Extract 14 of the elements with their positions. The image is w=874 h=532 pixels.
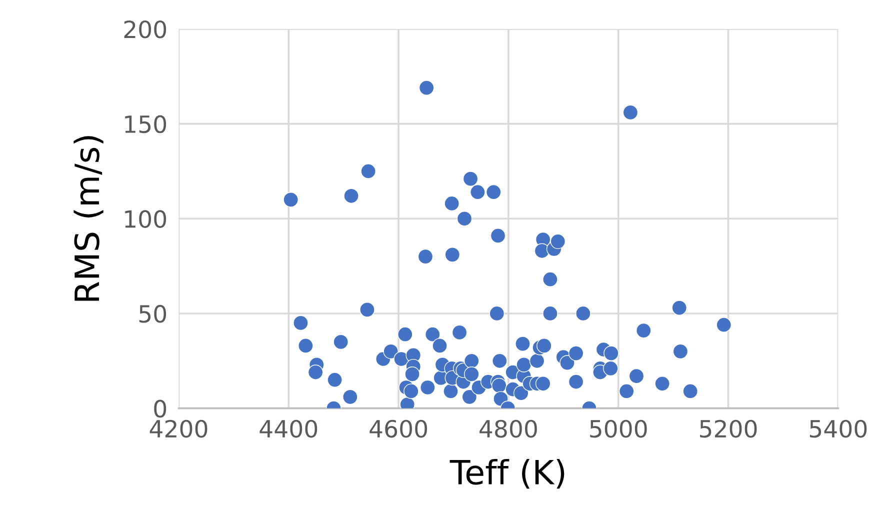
x-tick-label: 5000	[590, 420, 647, 438]
y-tick-label: 150	[125, 115, 166, 134]
x-tick-label: 4400	[260, 420, 318, 438]
x-axis-title: Teff (K)	[450, 458, 564, 489]
y-tick-label: 0	[154, 400, 166, 418]
x-tick-label: 4200	[150, 420, 208, 438]
y-tick-label: 200	[124, 20, 166, 38]
x-tick-label: 4600	[370, 420, 428, 438]
y-tick-label: 100	[125, 210, 166, 228]
y-axis-title: RMS (m/s)	[74, 136, 104, 301]
x-tick-label: 5200	[700, 420, 757, 438]
y-tick-label: 50	[139, 304, 166, 323]
x-tick-label: 5400	[810, 420, 867, 438]
x-tick-label: 4800	[480, 420, 537, 438]
